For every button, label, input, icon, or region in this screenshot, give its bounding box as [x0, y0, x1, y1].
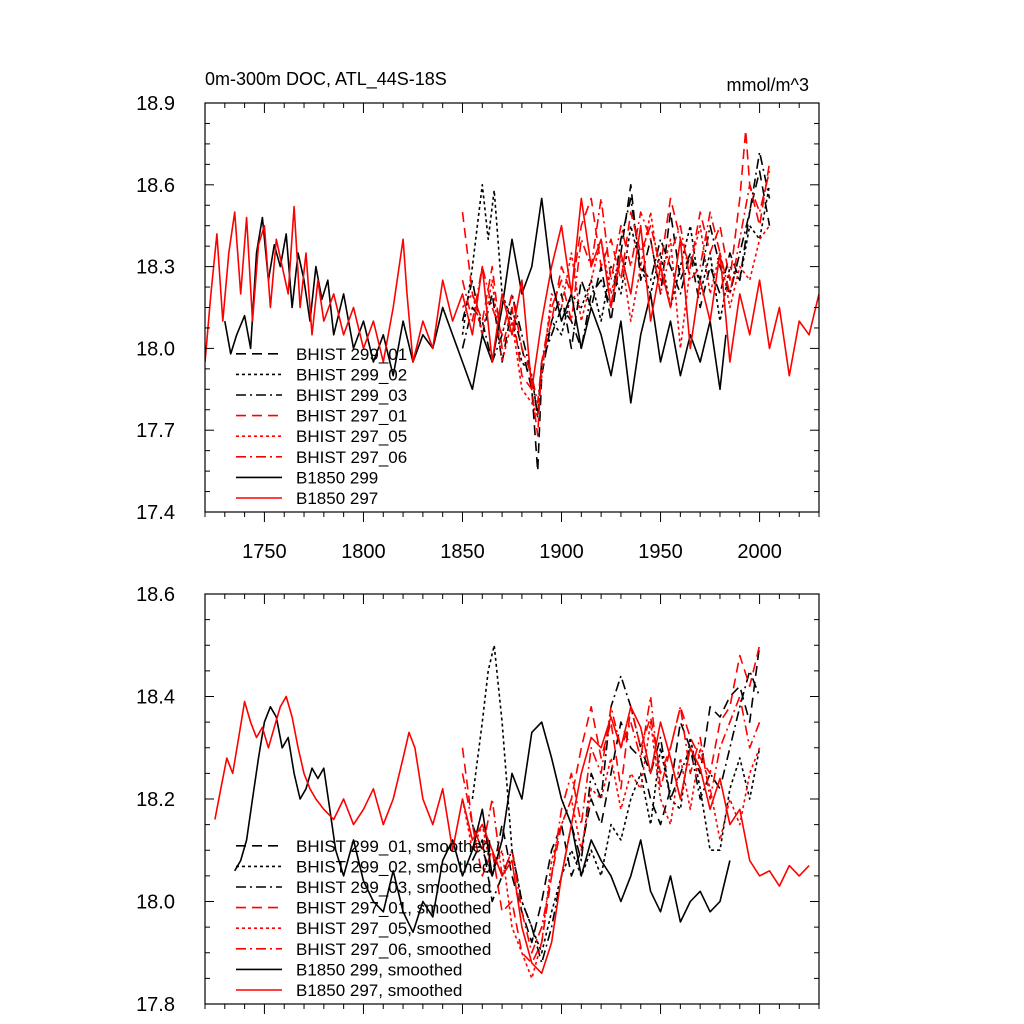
chart-title: 0m-300m DOC, ATL_44S-18S: [205, 69, 447, 90]
legend-label: BHIST 299_02: [296, 365, 407, 384]
series-line-bhist-299-03-smoothed: [471, 670, 761, 964]
legend-label: BHIST 299_01, smoothed: [296, 837, 491, 856]
series-line-bhist-299-02-smoothed: [471, 644, 761, 954]
series-group: [205, 129, 819, 472]
series-group: [214, 644, 810, 980]
legend-label: B1850 297, smoothed: [296, 981, 462, 1000]
y-tick-label: 18.6: [136, 584, 175, 606]
legend-label: BHIST 299_01: [296, 345, 407, 364]
chart-units: mmol/m^3: [727, 75, 809, 95]
top-panel: 17.4 17.7 18.0 18.3 18.6 18.9 1750 1800 1850 1900…: [136, 69, 820, 563]
series-line-b1850-297: [205, 197, 819, 391]
legend-label: BHIST 297_06: [296, 448, 407, 467]
legend-label: BHIST 299_03: [296, 386, 407, 405]
x-tick-label: 1850: [440, 541, 485, 563]
y-tick-label: 18.0: [136, 338, 175, 360]
series-line-bhist-297-01: [461, 129, 771, 437]
y-tick-label: 18.9: [136, 93, 175, 115]
legend-label: BHIST 297_06, smoothed: [296, 940, 491, 959]
legend-label: BHIST 299_02, smoothed: [296, 857, 491, 876]
series-line-bhist-297-05-smoothed: [461, 721, 761, 980]
series-line-bhist-299-01: [461, 170, 771, 472]
legend-label: BHIST 297_01: [296, 407, 407, 426]
legend-label: BHIST 297_05: [296, 427, 407, 446]
x-tick-label: 1750: [242, 541, 287, 563]
series-line-bhist-297-06-smoothed: [461, 695, 761, 954]
legend-label: BHIST 299_03, smoothed: [296, 878, 491, 897]
y-tick-label: 17.4: [136, 502, 175, 524]
series-line-b1850-299: [224, 197, 727, 404]
x-tick-label: 1900: [539, 541, 584, 563]
legend-label: BHIST 297_01, smoothed: [296, 899, 491, 918]
series-line-b1850-297-smoothed: [214, 695, 810, 975]
series-line-bhist-299-02: [461, 184, 771, 418]
series-line-b1850-299-smoothed: [234, 705, 731, 934]
x-tick-label: 1950: [638, 541, 683, 563]
series-line-bhist-297-01-smoothed: [461, 645, 761, 964]
legend-label: B1850 299: [296, 468, 378, 487]
y-tick-label: 18.6: [136, 175, 175, 197]
legend-label: B1850 299, smoothed: [296, 960, 462, 979]
y-tick-label: 18.3: [136, 257, 175, 279]
y-tick-label: 18.4: [136, 687, 175, 709]
series-line-bhist-299-03: [461, 151, 771, 418]
y-tick-label: 17.7: [136, 420, 175, 442]
legend-label: B1850 297: [296, 489, 378, 508]
y-tick-label: 18.2: [136, 789, 175, 811]
y-tick-label: 18.0: [136, 892, 175, 914]
series-line-bhist-297-06: [461, 171, 771, 404]
y-tick-label: 17.8: [136, 994, 175, 1016]
x-tick-label: 1800: [341, 541, 386, 563]
x-tick-label: 2000: [737, 541, 782, 563]
bottom-panel: 17.8 18.0 18.2 18.4 18.6 BHIST 299_01, smooth…: [136, 584, 820, 1016]
legend-label: BHIST 297_05, smoothed: [296, 919, 491, 938]
